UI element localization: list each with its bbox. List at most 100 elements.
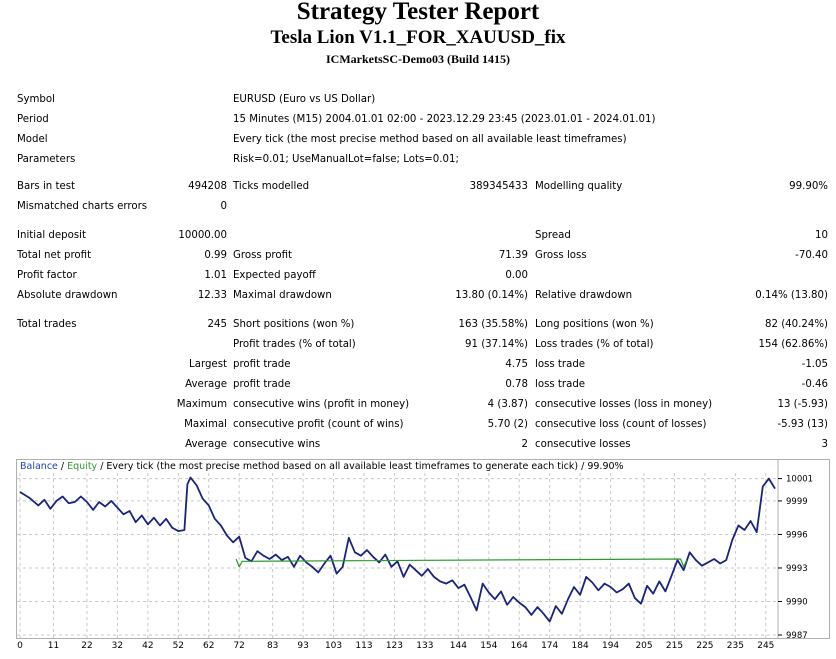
total-trades-value: 245: [207, 319, 227, 330]
x-tick-label: 245: [757, 641, 774, 649]
x-tick-label: 235: [727, 641, 744, 649]
profit-trades-label: Profit trades (% of total): [233, 339, 356, 350]
legend-description: / Every tick (the most precise method ba…: [97, 461, 624, 472]
balance-chart: 0 11 22 32 42 52 62 72 83 93 103 113 123 133 144 154 164…: [16, 459, 830, 649]
average-prefix: Average: [185, 379, 227, 390]
chart-legend: Balance / Equity / Every tick (the most …: [20, 461, 624, 472]
x-tick-label: 154: [480, 641, 497, 649]
legend-balance: Balance: [20, 461, 58, 472]
balance-line: [19, 476, 776, 623]
x-tick-label: 103: [325, 641, 342, 649]
largest-loss-value: -1.05: [801, 359, 828, 370]
bars-label: Bars in test: [17, 181, 76, 192]
x-tick-label: 164: [511, 641, 528, 649]
short-positions-label: Short positions (won %): [233, 319, 355, 330]
maximal-consecutive-profit-label: consecutive profit (count of wins): [233, 419, 404, 430]
profit-factor-label: Profit factor: [17, 270, 77, 281]
absolute-drawdown-value: 12.33: [197, 290, 227, 301]
chart-frame: [16, 459, 830, 639]
quality-value: 99.90%: [789, 181, 828, 192]
report-title: Strategy Tester Report: [296, 0, 540, 25]
quality-label: Modelling quality: [535, 181, 623, 192]
maximal-drawdown-label: Maximal drawdown: [233, 290, 332, 301]
symbol-label: Symbol: [17, 94, 55, 105]
bars-value: 494208: [188, 181, 227, 192]
x-tick-label: 133: [416, 641, 433, 649]
loss-trades-value: 154 (62.86%): [758, 339, 828, 350]
deposit-value: 10000.00: [178, 230, 227, 241]
legend-equity: Equity: [67, 461, 98, 472]
x-tick-label: 42: [142, 641, 153, 649]
x-tick-label: 215: [666, 641, 683, 649]
maximal-prefix: Maximal: [184, 419, 227, 430]
period-label: Period: [17, 114, 49, 125]
expected-payoff-label: Expected payoff: [233, 270, 316, 281]
x-tick-label: 225: [696, 641, 713, 649]
long-positions-value: 82 (40.24%): [765, 319, 828, 330]
x-tick-label: 144: [450, 641, 467, 649]
gross-loss-value: -70.40: [795, 250, 828, 261]
symbol-value: EURUSD (Euro vs US Dollar): [233, 94, 376, 105]
x-tick-label: 72: [233, 641, 244, 649]
report-body: Strategy Tester Report Tesla Lion V1.1_F…: [17, 0, 828, 450]
total-trades-label: Total trades: [17, 319, 77, 330]
long-positions-label: Long positions (won %): [535, 319, 654, 330]
model-label: Model: [17, 134, 48, 145]
largest-prefix: Largest: [189, 359, 227, 370]
y-tick-label: 9987: [786, 631, 808, 641]
avg-consecutive-wins-label: consecutive wins: [233, 439, 321, 450]
maximum-prefix: Maximum: [176, 399, 227, 410]
period-value: 15 Minutes (M15) 2004.01.01 02:00 - 2023…: [233, 114, 656, 125]
short-positions-value: 163 (35.58%): [458, 319, 528, 330]
expert-name: Tesla Lion V1.1_FOR_XAUUSD_fix: [270, 27, 566, 48]
spread-value: 10: [815, 230, 828, 241]
absolute-drawdown-label: Absolute drawdown: [17, 290, 118, 301]
largest-profit-value: 4.75: [505, 359, 528, 370]
avg-consecutive-wins-value: 2: [521, 439, 528, 450]
largest-profit-label: profit trade: [233, 359, 291, 370]
mismatch-label: Mismatched charts errors: [17, 201, 148, 212]
net-profit-label: Total net profit: [17, 250, 92, 261]
loss-trades-label: Loss trades (% of total): [535, 339, 654, 350]
model-value: Every tick (the most precise method base…: [233, 134, 627, 145]
chart-canvas: 0 11 22 32 42 52 62 72 83 93 103 113 123 133 144 154 164…: [17, 460, 813, 649]
y-tick-label: 9999: [786, 497, 808, 507]
x-tick-label: 194: [602, 641, 619, 649]
max-consecutive-losses-label: consecutive losses (loss in money): [535, 399, 713, 410]
x-tick-label: 11: [48, 641, 59, 649]
legend-separator: /: [57, 461, 68, 472]
y-tick-label: 9990: [786, 597, 808, 607]
max-consecutive-losses-value: 13 (-5.93): [777, 399, 828, 410]
max-consecutive-wins-label: consecutive wins (profit in money): [233, 399, 410, 410]
spread-label: Spread: [535, 230, 571, 241]
average-profit-value: 0.78: [505, 379, 528, 390]
ticks-value: 389345433: [469, 181, 528, 192]
y-tick-label: 10001: [786, 475, 813, 485]
average-loss-label: loss trade: [535, 379, 586, 390]
x-tick-label: 123: [386, 641, 403, 649]
x-tick-label: 52: [173, 641, 184, 649]
maximal-consecutive-loss-label: consecutive loss (count of losses): [535, 419, 707, 430]
relative-drawdown-value: 0.14% (13.80): [755, 290, 828, 301]
x-tick-label: 83: [267, 641, 278, 649]
average-profit-label: profit trade: [233, 379, 291, 390]
x-tick-label: 32: [112, 641, 123, 649]
parameters-value: Risk=0.01; UseManualLot=false; Lots=0.01…: [233, 154, 459, 165]
maximal-drawdown-value: 13.80 (0.14%): [455, 290, 528, 301]
x-tick-label: 205: [635, 641, 652, 649]
x-tick-label: 62: [203, 641, 214, 649]
avg-consecutive-losses-value: 3: [821, 439, 828, 450]
largest-loss-label: loss trade: [535, 359, 586, 370]
gross-profit-value: 71.39: [498, 250, 528, 261]
x-tick-label: 184: [572, 641, 589, 649]
average-loss-value: -0.46: [801, 379, 828, 390]
parameters-label: Parameters: [17, 154, 76, 165]
x-tick-label: 0: [17, 641, 23, 649]
x-tick-label: 174: [541, 641, 558, 649]
deposit-label: Initial deposit: [17, 230, 86, 241]
equity-line: [235, 558, 688, 568]
server-name: ICMarketsSC-Demo03 (Build 1415): [326, 52, 510, 66]
x-tick-label: 93: [297, 641, 308, 649]
max-consecutive-wins-value: 4 (3.87): [487, 399, 528, 410]
mismatch-value: 0: [220, 201, 227, 212]
